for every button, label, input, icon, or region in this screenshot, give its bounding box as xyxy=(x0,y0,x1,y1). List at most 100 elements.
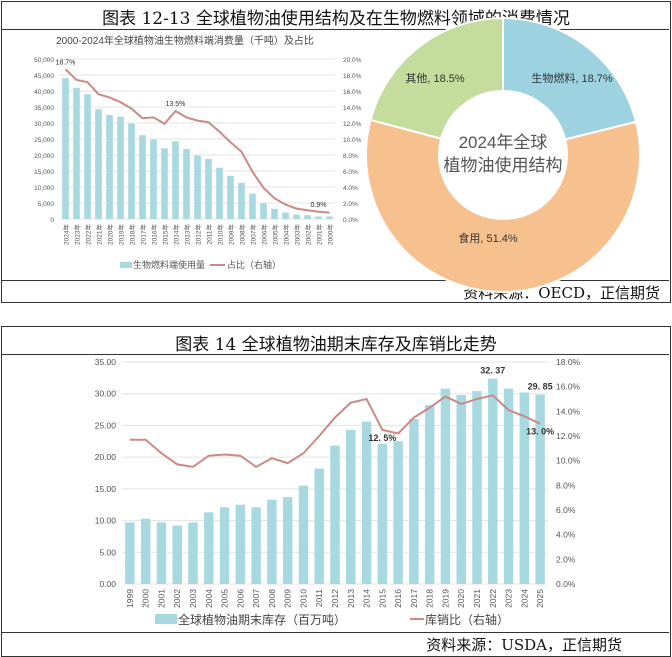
x-tick-label: 2003 xyxy=(188,589,198,608)
bar xyxy=(125,522,135,584)
bar xyxy=(330,445,340,584)
bar xyxy=(161,148,168,219)
data-label: 29. 85 xyxy=(528,382,553,392)
x-tick-label: 2005年 xyxy=(271,224,280,245)
x-tick-label: 2023 xyxy=(504,589,514,608)
x-tick-label: 2008 xyxy=(267,589,277,608)
y2-tick-label: 4.0% xyxy=(343,185,358,192)
bar xyxy=(205,158,212,219)
bar xyxy=(73,87,80,219)
y-tick-label: 5,000 xyxy=(38,201,55,208)
x-tick-label: 2018 xyxy=(425,589,435,608)
y2-tick-label: 0.0% xyxy=(343,217,358,224)
x-tick-label: 2002 xyxy=(172,589,182,608)
y2-tick-label: 20.0% xyxy=(343,57,362,64)
bar xyxy=(139,135,146,219)
y-tick-label: 25.00 xyxy=(95,420,117,430)
bar xyxy=(315,216,322,219)
figure2-source-rule xyxy=(1,632,669,633)
chart1-title: 2000-2024年全球植物油生物燃料端消费量（千吨）及占比 xyxy=(56,34,314,47)
figure2-title: 图表 14 全球植物油期末库存及库销比走势 xyxy=(175,335,497,355)
y2-tick-label: 6.0% xyxy=(556,505,576,515)
x-tick-label: 2020 xyxy=(456,589,466,608)
donut-slice-label: 食用, 51.4% xyxy=(458,231,518,245)
bar xyxy=(95,109,102,219)
x-tick-label: 2008年 xyxy=(238,224,247,245)
x-tick-label: 2006年 xyxy=(260,224,269,245)
legend-bar-label: 生物燃料端使用量 xyxy=(133,259,205,270)
bar xyxy=(172,525,182,584)
y2-tick-label: 12.0% xyxy=(556,431,581,441)
x-tick-label: 2015 xyxy=(377,589,387,608)
x-tick-label: 2017年 xyxy=(139,224,148,245)
bar xyxy=(519,392,530,584)
x-tick-label: 2009年 xyxy=(227,224,236,245)
y-tick-label: 0 xyxy=(50,217,54,224)
x-tick-label: 2012 xyxy=(330,589,340,608)
bar xyxy=(314,468,324,584)
bar xyxy=(62,78,69,219)
x-tick-label: 2017 xyxy=(409,589,419,608)
bar xyxy=(227,175,234,219)
bar xyxy=(249,193,256,219)
bar xyxy=(424,405,435,584)
ratio-line xyxy=(64,68,330,214)
x-tick-label: 2007年 xyxy=(249,224,258,245)
bar xyxy=(128,123,135,219)
x-tick-label: 2022 xyxy=(488,589,498,608)
bar xyxy=(440,388,451,584)
bar xyxy=(219,507,230,584)
donut-slice xyxy=(369,16,504,140)
x-tick-label: 2014 xyxy=(362,589,372,608)
bar xyxy=(238,182,245,219)
legend-line-label: 占比（右轴） xyxy=(227,259,281,270)
legend-bar-label: 全球植物油期末库存（百万吨） xyxy=(178,612,346,627)
donut-slice xyxy=(365,118,641,293)
x-tick-label: 2012年 xyxy=(194,224,203,245)
x-tick-label: 2001年 xyxy=(315,224,324,245)
bar xyxy=(393,441,403,584)
bar xyxy=(304,215,311,219)
y2-tick-label: 2.0% xyxy=(343,201,358,208)
bar xyxy=(409,419,419,584)
y-tick-label: 45,000 xyxy=(34,73,54,80)
y-tick-label: 35.00 xyxy=(95,357,117,367)
figure2-source: 资料来源：USDA，正信期货 xyxy=(426,636,622,654)
donut-slice xyxy=(502,16,638,141)
y2-tick-label: 10.0% xyxy=(343,137,362,144)
y2-tick-label: 18.0% xyxy=(556,357,581,367)
bar xyxy=(361,421,372,584)
bar xyxy=(326,216,333,219)
y2-tick-label: 18.0% xyxy=(343,73,362,80)
y-tick-label: 10.00 xyxy=(95,516,117,526)
bar xyxy=(117,116,124,219)
y-tick-label: 20.00 xyxy=(95,452,117,462)
x-tick-label: 2004年 xyxy=(282,224,291,245)
x-tick-label: 2010 xyxy=(298,589,308,608)
y-tick-label: 40,000 xyxy=(34,89,54,96)
y2-tick-label: 8.0% xyxy=(343,153,358,160)
figure1-title: 图表 12-13 全球植物油使用结构及在生物燃料领域的消费情况 xyxy=(102,9,570,29)
x-tick-label: 2016 xyxy=(393,589,403,608)
bar xyxy=(267,499,277,584)
bar xyxy=(106,115,113,219)
x-tick-label: 2021年 xyxy=(95,224,104,245)
bar xyxy=(260,203,267,219)
y2-tick-label: 14.0% xyxy=(556,406,581,416)
y2-tick-label: 2.0% xyxy=(556,554,576,564)
y2-tick-label: 10.0% xyxy=(556,456,581,466)
bar xyxy=(282,497,293,584)
data-label: 18.7% xyxy=(56,59,76,66)
figure1-frame xyxy=(1,1,671,303)
x-tick-label: 2000 xyxy=(141,589,151,608)
x-tick-label: 2016年 xyxy=(150,224,159,245)
donut-slice-label: 其他, 18.5% xyxy=(405,72,465,85)
x-tick-label: 2024年 xyxy=(62,224,71,245)
x-tick-label: 2022年 xyxy=(84,224,93,245)
x-tick-label: 2020年 xyxy=(106,224,115,245)
bar xyxy=(377,443,388,584)
bar xyxy=(298,485,309,584)
y2-tick-label: 6.0% xyxy=(343,169,358,176)
donut-slice-label: 生物燃料, 18.7% xyxy=(531,71,613,85)
x-tick-label: 2004 xyxy=(204,589,214,608)
